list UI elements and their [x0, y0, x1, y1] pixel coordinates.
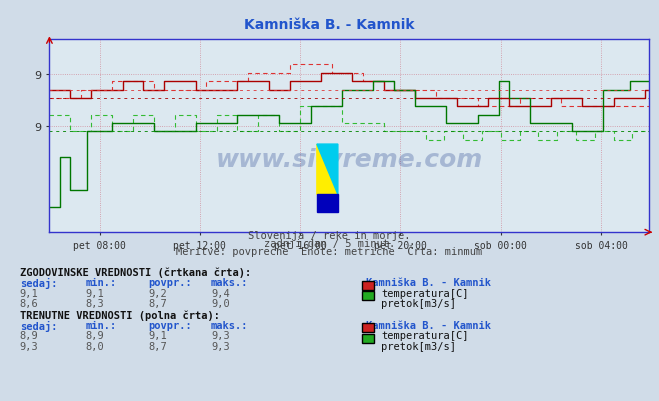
Text: temperatura[C]: temperatura[C] — [381, 330, 469, 340]
Text: 8,6: 8,6 — [20, 298, 38, 308]
Text: 8,9: 8,9 — [86, 330, 104, 340]
Text: 9,1: 9,1 — [86, 288, 104, 298]
Text: 9,3: 9,3 — [211, 330, 229, 340]
Text: 9,1: 9,1 — [148, 330, 167, 340]
Text: Kamniška B. - Kamnik: Kamniška B. - Kamnik — [366, 320, 491, 330]
Text: Slovenija / reke in morje.: Slovenija / reke in morje. — [248, 231, 411, 241]
Text: zadnji dan / 5 minut.: zadnji dan / 5 minut. — [264, 239, 395, 249]
Text: 9,3: 9,3 — [211, 341, 229, 351]
Text: povpr.:: povpr.: — [148, 320, 192, 330]
Text: 9,3: 9,3 — [20, 341, 38, 351]
Text: TRENUTNE VREDNOSTI (polna črta):: TRENUTNE VREDNOSTI (polna črta): — [20, 310, 219, 320]
Text: 8,7: 8,7 — [148, 298, 167, 308]
Text: pretok[m3/s]: pretok[m3/s] — [381, 341, 456, 351]
Text: ZGODOVINSKE VREDNOSTI (črtkana črta):: ZGODOVINSKE VREDNOSTI (črtkana črta): — [20, 267, 251, 277]
Text: 9,1: 9,1 — [20, 288, 38, 298]
Text: pretok[m3/s]: pretok[m3/s] — [381, 298, 456, 308]
Text: 9,0: 9,0 — [211, 298, 229, 308]
Text: min.:: min.: — [86, 320, 117, 330]
Text: min.:: min.: — [86, 277, 117, 288]
Text: 9,4: 9,4 — [211, 288, 229, 298]
Polygon shape — [317, 145, 338, 195]
Text: 8,9: 8,9 — [20, 330, 38, 340]
Text: temperatura[C]: temperatura[C] — [381, 288, 469, 298]
Text: maks.:: maks.: — [211, 277, 248, 288]
Text: sedaj:: sedaj: — [20, 277, 57, 288]
Text: Kamniška B. - Kamnik: Kamniška B. - Kamnik — [244, 18, 415, 32]
Bar — [317, 195, 338, 213]
Text: Meritve: povprečne  Enote: metrične  Črta: minmum: Meritve: povprečne Enote: metrične Črta:… — [177, 245, 482, 257]
Text: 8,3: 8,3 — [86, 298, 104, 308]
Text: povpr.:: povpr.: — [148, 277, 192, 288]
Text: maks.:: maks.: — [211, 320, 248, 330]
Text: 9,2: 9,2 — [148, 288, 167, 298]
Text: Kamniška B. - Kamnik: Kamniška B. - Kamnik — [366, 277, 491, 288]
Text: sedaj:: sedaj: — [20, 320, 57, 331]
Text: 8,7: 8,7 — [148, 341, 167, 351]
Text: 8,0: 8,0 — [86, 341, 104, 351]
Polygon shape — [317, 145, 338, 195]
Text: www.si-vreme.com: www.si-vreme.com — [215, 148, 483, 171]
